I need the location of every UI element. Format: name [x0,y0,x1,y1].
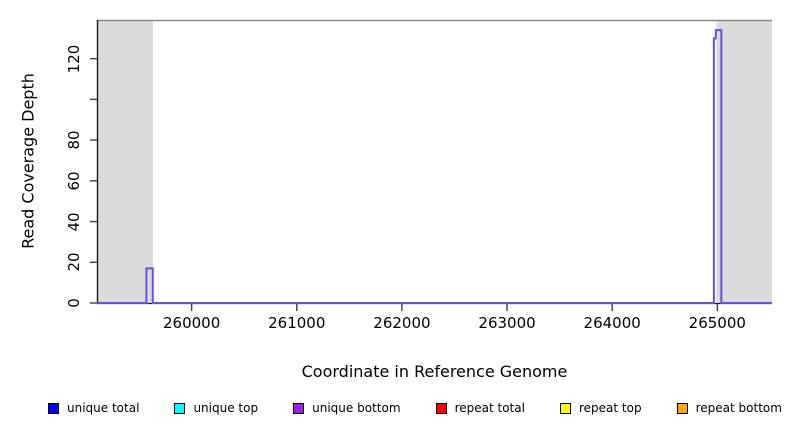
shaded-region [716,21,772,303]
legend-label: repeat total [454,401,525,415]
legend-item: repeat total [435,401,525,415]
x-tick-label: 263000 [478,314,536,332]
y-tick-label: 40 [65,212,83,232]
legend-item: unique bottom [293,401,401,415]
y-tick-label: 0 [65,298,83,308]
shaded-region [97,21,153,303]
x-tick-label: 265000 [688,314,746,332]
legend-item: repeat top [559,401,642,415]
y-tick-label: 120 [65,44,83,73]
legend-swatch-icon [559,402,571,414]
legend-label: unique bottom [312,401,401,415]
legend-swatch-icon [174,402,186,414]
legend-swatch-icon [676,402,688,414]
y-tick-label: 80 [65,130,83,150]
legend-label: repeat bottom [695,401,782,415]
legend-item: repeat bottom [676,401,782,415]
legend-label: repeat top [578,401,642,415]
coverage-line [97,29,772,304]
y-tick-label: 20 [65,252,83,272]
legend-swatch-icon [48,402,59,414]
legend-item: unique total [48,401,139,415]
legend-swatch-icon [435,402,447,414]
legend: unique total unique top unique bottom repea… [48,398,782,418]
y-tick-label: 60 [65,171,83,191]
x-tick-label: 261000 [268,314,326,332]
x-tick-label: 264000 [583,314,641,332]
legend-item: unique top [174,401,258,415]
y-axis-title: Read Coverage Depth [18,73,38,249]
x-tick-label: 262000 [373,314,431,332]
x-axis-title: Coordinate in Reference Genome [301,362,568,381]
legend-label: unique total [67,401,140,415]
legend-label: unique top [193,401,259,415]
legend-swatch-icon [293,402,305,414]
x-tick-label: 260000 [162,314,221,332]
